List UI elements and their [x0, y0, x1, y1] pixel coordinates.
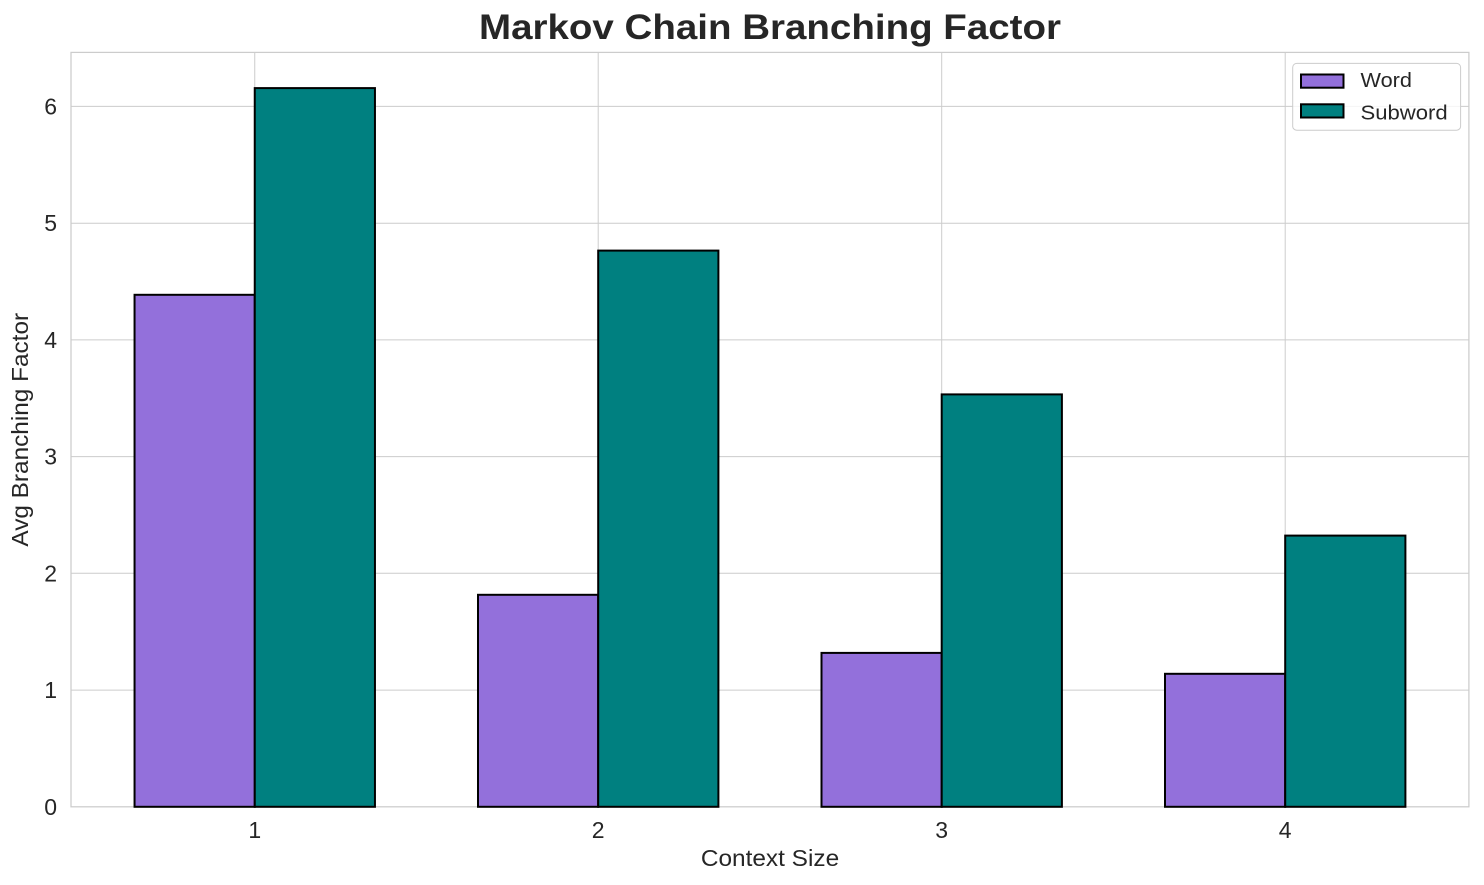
- svg-text:6: 6: [44, 93, 57, 119]
- svg-text:Context Size: Context Size: [701, 845, 839, 871]
- svg-text:Avg Branching Factor: Avg Branching Factor: [7, 313, 33, 547]
- svg-text:Word: Word: [1361, 70, 1412, 92]
- svg-text:1: 1: [44, 677, 57, 703]
- svg-text:Markov Chain Branching Factor: Markov Chain Branching Factor: [479, 8, 1061, 47]
- svg-text:4: 4: [1279, 817, 1292, 843]
- svg-text:1: 1: [248, 817, 261, 843]
- svg-text:3: 3: [935, 817, 948, 843]
- svg-text:2: 2: [592, 817, 605, 843]
- svg-text:3: 3: [44, 444, 57, 470]
- svg-text:5: 5: [44, 210, 57, 236]
- svg-text:Subword: Subword: [1361, 103, 1448, 125]
- svg-text:2: 2: [44, 560, 57, 586]
- svg-text:4: 4: [44, 327, 57, 353]
- svg-text:0: 0: [44, 794, 57, 820]
